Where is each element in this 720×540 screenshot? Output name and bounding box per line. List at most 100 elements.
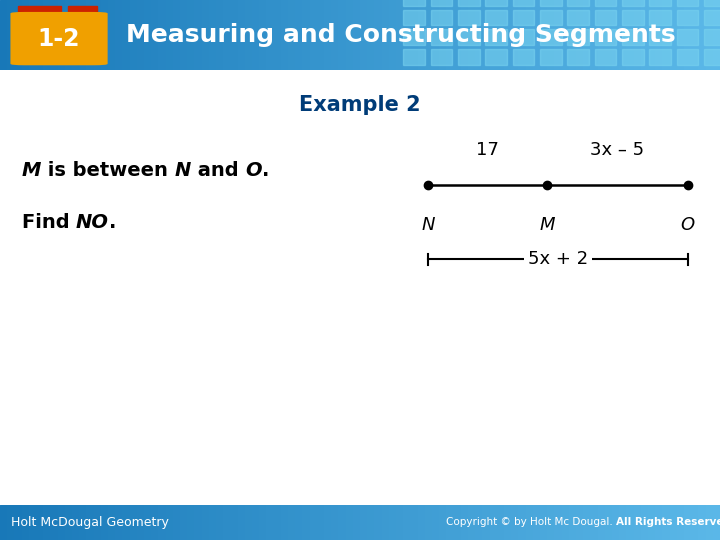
Bar xyxy=(626,0,634,70)
Bar xyxy=(677,10,698,25)
Bar xyxy=(122,505,130,540)
Bar xyxy=(513,30,534,45)
Bar xyxy=(72,0,79,70)
Bar xyxy=(324,0,331,70)
Bar xyxy=(396,0,403,70)
Bar xyxy=(259,505,266,540)
Bar xyxy=(396,505,403,540)
Bar xyxy=(180,0,187,70)
Bar xyxy=(166,0,173,70)
Bar xyxy=(259,0,266,70)
Bar xyxy=(382,0,389,70)
Bar xyxy=(595,0,616,5)
Bar xyxy=(108,0,115,70)
Bar xyxy=(704,49,720,65)
Text: .: . xyxy=(109,213,117,232)
Bar xyxy=(513,49,534,65)
Bar xyxy=(569,0,576,70)
Bar xyxy=(576,505,583,540)
Bar xyxy=(485,30,507,45)
Bar xyxy=(108,505,115,540)
Text: 5x + 2: 5x + 2 xyxy=(528,251,588,268)
Bar xyxy=(670,0,677,70)
Bar xyxy=(173,0,180,70)
Bar xyxy=(704,30,720,45)
Bar xyxy=(583,505,590,540)
Bar xyxy=(403,0,410,70)
Bar xyxy=(274,0,281,70)
Bar xyxy=(595,10,616,25)
Bar xyxy=(230,505,238,540)
Bar xyxy=(677,505,684,540)
Bar xyxy=(202,505,209,540)
Text: 3x – 5: 3x – 5 xyxy=(590,141,644,159)
Bar xyxy=(576,0,583,70)
Bar xyxy=(317,0,324,70)
Bar xyxy=(677,0,684,70)
Bar xyxy=(194,505,202,540)
Bar xyxy=(310,0,317,70)
Bar xyxy=(410,505,418,540)
Bar xyxy=(331,505,338,540)
Bar xyxy=(605,505,612,540)
Bar xyxy=(418,505,425,540)
Bar xyxy=(431,30,452,45)
Bar xyxy=(274,505,281,540)
Bar xyxy=(331,0,338,70)
Bar xyxy=(58,505,65,540)
Bar xyxy=(374,0,382,70)
Bar xyxy=(540,0,562,5)
Bar xyxy=(295,0,302,70)
Bar xyxy=(626,505,634,540)
Bar xyxy=(619,505,626,540)
Bar xyxy=(353,0,360,70)
Bar xyxy=(698,0,706,70)
Bar xyxy=(36,0,43,70)
Bar xyxy=(567,49,589,65)
Bar xyxy=(288,0,295,70)
Bar xyxy=(684,505,691,540)
Bar xyxy=(403,505,410,540)
Bar xyxy=(713,505,720,540)
Bar xyxy=(547,0,554,70)
Bar xyxy=(655,0,662,70)
Bar xyxy=(684,0,691,70)
Bar xyxy=(540,49,562,65)
Bar xyxy=(295,505,302,540)
Bar xyxy=(173,505,180,540)
Bar xyxy=(101,505,108,540)
Bar xyxy=(655,505,662,540)
Bar xyxy=(144,505,151,540)
Bar xyxy=(29,505,36,540)
Text: All Rights Reserved.: All Rights Reserved. xyxy=(616,517,720,528)
Bar xyxy=(367,505,374,540)
Bar xyxy=(706,0,713,70)
Bar xyxy=(238,0,245,70)
Bar xyxy=(266,0,274,70)
Bar xyxy=(691,505,698,540)
Bar xyxy=(353,505,360,540)
Bar xyxy=(540,505,547,540)
Bar xyxy=(79,0,86,70)
Bar xyxy=(50,0,58,70)
Bar xyxy=(86,0,94,70)
Bar xyxy=(7,505,14,540)
Bar xyxy=(475,0,482,70)
Bar xyxy=(554,0,562,70)
Text: O: O xyxy=(246,161,262,180)
Bar xyxy=(22,0,29,70)
Bar xyxy=(68,5,97,12)
Bar xyxy=(482,0,490,70)
Bar xyxy=(562,0,569,70)
Bar xyxy=(458,10,480,25)
Bar xyxy=(0,0,7,70)
Bar xyxy=(137,0,144,70)
Text: is between: is between xyxy=(41,161,174,180)
Bar xyxy=(713,0,720,70)
Bar xyxy=(0,505,7,540)
FancyBboxPatch shape xyxy=(11,12,108,65)
Bar xyxy=(223,505,230,540)
Bar xyxy=(22,505,29,540)
Bar xyxy=(454,0,461,70)
Text: Holt McDougal Geometry: Holt McDougal Geometry xyxy=(11,516,168,529)
